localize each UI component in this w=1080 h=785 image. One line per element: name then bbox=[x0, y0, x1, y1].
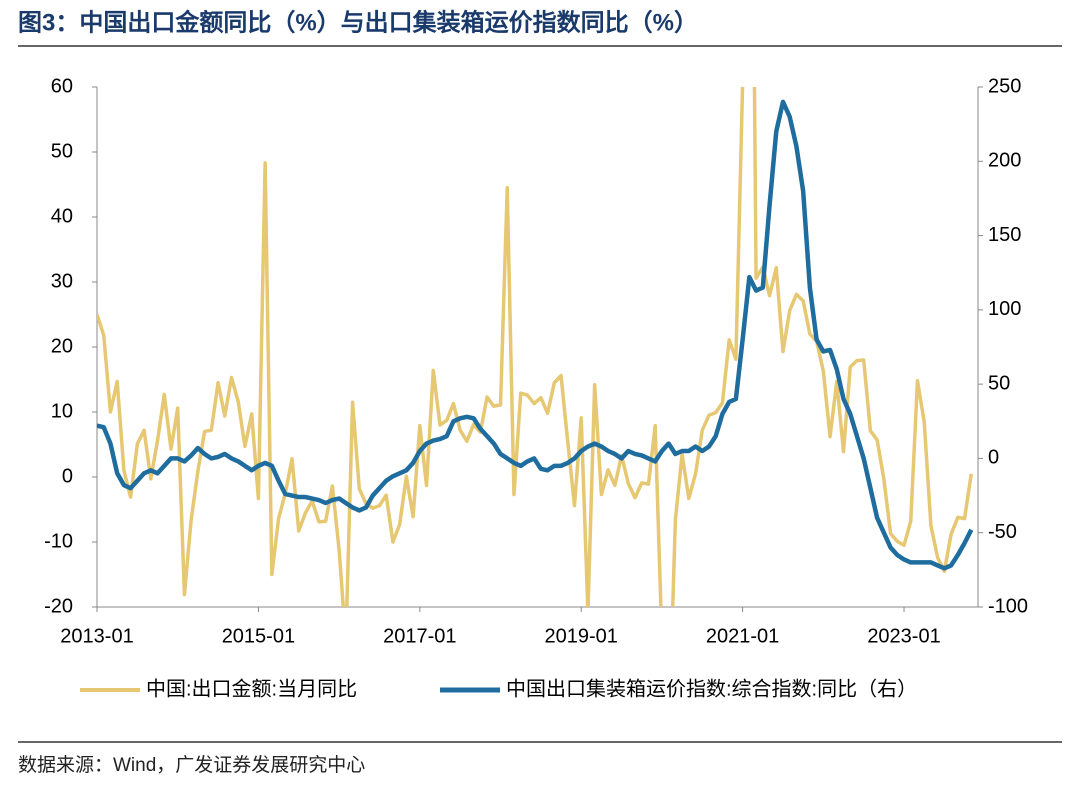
y2-tick-label: 50 bbox=[988, 372, 1010, 394]
x-tick-label: 2021-01 bbox=[706, 625, 779, 647]
x-tick-label: 2013-01 bbox=[60, 625, 133, 647]
y-tick-label: 60 bbox=[51, 75, 73, 97]
x-tick-label: 2017-01 bbox=[383, 625, 456, 647]
series-line bbox=[97, 87, 974, 607]
y-tick-label: -20 bbox=[44, 595, 73, 617]
y2-tick-label: -50 bbox=[988, 521, 1017, 543]
y2-tick-label: 0 bbox=[988, 447, 999, 469]
y2-tick-label: -100 bbox=[988, 595, 1028, 617]
x-tick-label: 2019-01 bbox=[545, 625, 618, 647]
series-line bbox=[97, 99, 974, 571]
y2-tick-label: 150 bbox=[988, 224, 1021, 246]
y-tick-label: -10 bbox=[44, 530, 73, 552]
legend-label: 中国:出口金额:当月同比 bbox=[146, 677, 357, 700]
y2-tick-label: 100 bbox=[988, 298, 1021, 320]
y-tick-label: 30 bbox=[51, 270, 73, 292]
chart-title: 图3：中国出口金额同比（%）与出口集装箱运价指数同比（%） bbox=[18, 8, 698, 36]
y-tick-label: 20 bbox=[51, 335, 73, 357]
y-tick-label: 40 bbox=[51, 205, 73, 227]
x-tick-label: 2015-01 bbox=[222, 625, 295, 647]
legend-label: 中国出口集装箱运价指数:综合指数:同比（右） bbox=[506, 677, 917, 700]
x-tick-label: 2023-01 bbox=[867, 625, 940, 647]
y-tick-label: 50 bbox=[51, 140, 73, 162]
y-tick-label: 10 bbox=[51, 400, 73, 422]
y2-tick-label: 200 bbox=[988, 150, 1021, 172]
y2-tick-label: 250 bbox=[988, 75, 1021, 97]
y-tick-label: 0 bbox=[62, 465, 73, 487]
plot-area bbox=[97, 87, 974, 607]
source: 数据来源：Wind，广发证券发展研究中心 bbox=[18, 754, 365, 776]
